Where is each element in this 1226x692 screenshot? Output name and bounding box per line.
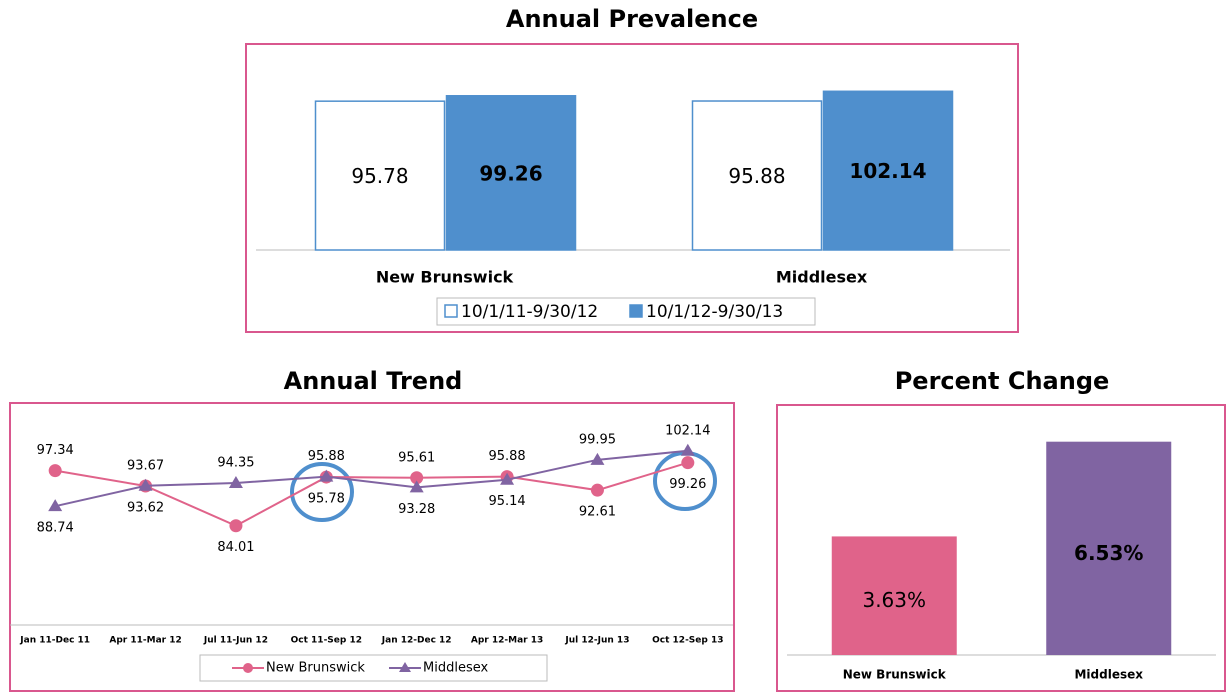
line: [55, 461, 689, 527]
prevalence-frame: [245, 43, 1019, 333]
legend-swatch: [629, 304, 643, 318]
x-tick-label: Middlesex: [776, 268, 868, 287]
value-label: 99.26: [479, 161, 542, 185]
point: [590, 452, 605, 465]
point: [409, 480, 424, 493]
value-label: 95.61: [398, 450, 435, 465]
legend-label: 10/1/12-9/30/13: [646, 302, 783, 322]
legend-label: Middlesex: [423, 661, 488, 676]
highlight-circle: [290, 462, 354, 522]
bar: [1046, 441, 1172, 655]
value-label: 93.28: [398, 502, 435, 517]
x-tick-label: New Brunswick: [843, 668, 947, 682]
point: [319, 469, 334, 482]
value-label: 94.35: [217, 455, 254, 470]
bar: [822, 90, 954, 251]
x-tick-label: Jul 12-Jun 13: [564, 636, 629, 646]
value-label: 95.88: [488, 449, 525, 464]
value-label: 102.14: [665, 423, 711, 438]
x-tick-label: Jan 11-Dec 11: [19, 636, 90, 646]
x-tick-label: Jul 11-Jun 12: [203, 636, 268, 646]
chart-title: Annual Prevalence: [506, 5, 758, 33]
bar: [445, 95, 577, 251]
chart-title: Annual Trend: [284, 367, 463, 395]
point: [590, 483, 604, 497]
x-tick-label: Oct 11-Sep 12: [291, 636, 362, 646]
x-tick-label: Apr 12-Mar 13: [471, 636, 543, 646]
value-label: 95.78: [351, 164, 408, 188]
legend-label: 10/1/11-9/30/12: [461, 302, 598, 322]
change-frame: [776, 404, 1226, 692]
value-label: 6.53%: [1074, 541, 1143, 565]
legend-box: [436, 297, 816, 326]
value-label: 95.88: [728, 164, 785, 188]
value-label: 95.88: [308, 449, 345, 464]
legend-marker: [243, 663, 253, 673]
value-label: 93.67: [127, 458, 164, 473]
value-label: 95.14: [488, 494, 525, 509]
trend-frame: [9, 402, 735, 692]
line: [54, 449, 688, 508]
value-label: 88.74: [37, 521, 74, 536]
point: [228, 475, 243, 488]
x-tick-label: Middlesex: [1074, 668, 1143, 682]
bar: [691, 100, 823, 251]
value-label: 99.95: [579, 432, 616, 447]
bar: [831, 536, 957, 655]
value-label: 95.78: [308, 492, 345, 507]
point: [680, 443, 695, 456]
point: [48, 499, 63, 512]
chart-title: Percent Change: [895, 367, 1110, 395]
value-label: 97.34: [37, 443, 74, 458]
point: [500, 472, 515, 485]
x-tick-label: Oct 12-Sep 13: [652, 636, 723, 646]
value-label: 99.26: [669, 477, 706, 492]
value-label: 3.63%: [862, 588, 926, 612]
value-label: 84.01: [217, 540, 254, 555]
value-label: 102.14: [849, 159, 926, 183]
legend-label: New Brunswick: [266, 661, 365, 676]
point: [681, 456, 695, 470]
x-tick-label: Jan 12-Dec 12: [381, 636, 452, 646]
point: [229, 519, 243, 533]
value-label: 92.61: [579, 505, 616, 520]
point: [410, 471, 424, 485]
legend-swatch: [444, 304, 458, 318]
point: [48, 464, 62, 478]
x-tick-label: New Brunswick: [376, 268, 514, 287]
value-label: 93.62: [127, 500, 164, 515]
bar: [314, 100, 446, 251]
legend-marker: [399, 662, 411, 672]
point: [138, 478, 153, 491]
x-tick-label: Apr 11-Mar 12: [109, 636, 181, 646]
